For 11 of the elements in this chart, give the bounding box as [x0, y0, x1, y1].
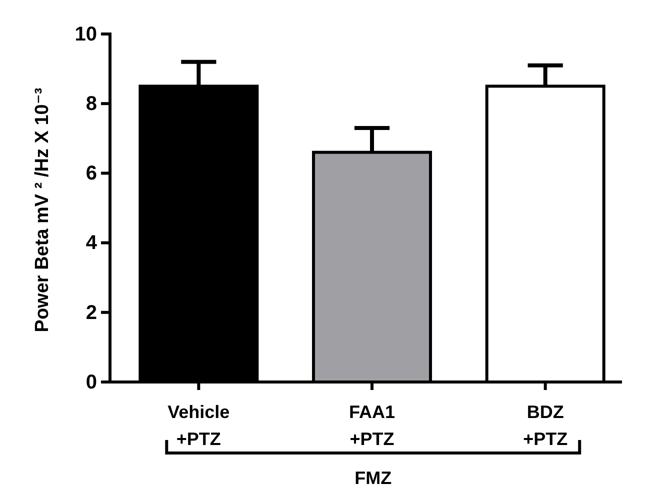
y-tick-label: 4	[86, 232, 98, 254]
y-tick-label: 8	[86, 93, 97, 115]
text: FMZ	[354, 468, 392, 488]
y-tick-label: 10	[74, 23, 97, 46]
x-tick-label: FAA1 +PTZ	[348, 402, 396, 449]
y-tick-label: 2	[86, 302, 97, 324]
y-tick-label: 0	[86, 371, 97, 394]
y-axis-title: Power Beta mV ² /Hz X 10⁻³	[32, 88, 53, 332]
y-tick-label: 6	[86, 162, 97, 185]
x-tick-label: Vehicle +PTZ	[168, 402, 230, 449]
x-tick-label: BDZ +PTZ	[523, 402, 568, 449]
